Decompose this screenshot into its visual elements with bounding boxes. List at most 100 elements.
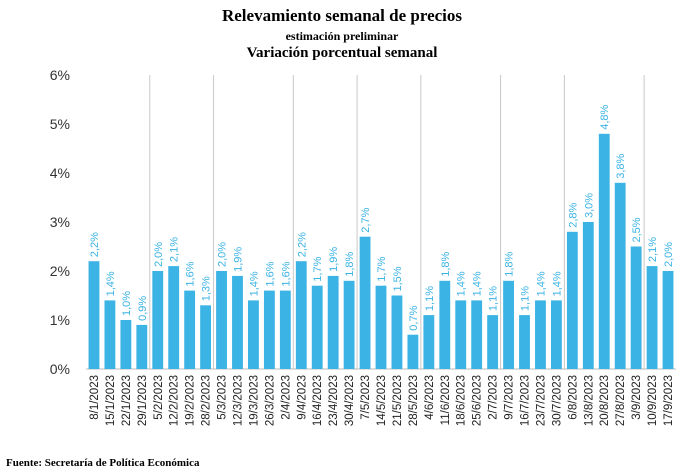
- bar: [104, 300, 116, 369]
- bar: [646, 266, 658, 369]
- x-tick-label: 22/1/2023: [121, 375, 133, 426]
- data-label: 2,1%: [647, 237, 659, 262]
- data-label: 2,7%: [360, 207, 372, 232]
- x-tick-label: 30/4/2023: [344, 375, 356, 426]
- data-label: 1,7%: [312, 256, 324, 281]
- bar: [503, 280, 514, 369]
- bar: [471, 300, 483, 369]
- bar: [614, 182, 626, 369]
- data-label: 1,4%: [551, 271, 563, 296]
- bar: [582, 222, 594, 369]
- bar: [407, 334, 419, 369]
- data-label: 2,0%: [663, 242, 675, 267]
- bar: [566, 231, 578, 369]
- bar: [550, 300, 562, 369]
- data-label: 2,5%: [631, 217, 643, 242]
- bar: [439, 280, 451, 369]
- chart-subtitle-2: Variación porcentual semanal: [246, 45, 438, 61]
- data-label: 2,1%: [169, 237, 181, 262]
- x-tick-label: 9/4/2023: [296, 375, 308, 420]
- x-tick-label: 19/3/2023: [248, 375, 260, 426]
- bar: [423, 315, 435, 369]
- data-label: 1,4%: [472, 271, 484, 296]
- y-tick-label: 6%: [50, 67, 70, 83]
- data-label: 1,7%: [376, 256, 388, 281]
- bar: [184, 290, 196, 369]
- bar: [248, 300, 259, 369]
- x-tick-label: 2/4/2023: [280, 375, 292, 420]
- x-tick-label: 6/8/2023: [567, 375, 579, 420]
- bar: [295, 261, 307, 369]
- bar: [120, 320, 132, 369]
- chart-subtitle: estimación preliminar: [285, 29, 399, 43]
- x-tick-label: 21/5/2023: [392, 375, 404, 426]
- data-label: 1,4%: [105, 271, 117, 296]
- x-tick-label: 2/7/2023: [488, 375, 500, 420]
- x-tick-label: 23/4/2023: [328, 375, 340, 426]
- data-label: 1,1%: [488, 286, 500, 311]
- bar: [327, 275, 339, 369]
- chart-title: Relevamiento semanal de precios: [221, 6, 462, 25]
- y-tick-label: 1%: [50, 312, 70, 328]
- data-label: 1,0%: [121, 291, 133, 316]
- data-label: 1,4%: [535, 271, 547, 296]
- x-tick-label: 4/6/2023: [424, 375, 436, 420]
- data-label: 1,8%: [504, 252, 516, 277]
- data-label: 1,8%: [440, 252, 452, 277]
- y-tick-label: 5%: [50, 116, 70, 132]
- data-label: 2,0%: [217, 242, 229, 267]
- bar: [152, 271, 164, 369]
- data-label: 1,9%: [232, 247, 244, 272]
- data-label: 1,6%: [264, 261, 276, 286]
- data-label: 1,3%: [201, 276, 213, 301]
- x-tick-label: 25/6/2023: [472, 375, 484, 426]
- data-label: 3,8%: [615, 154, 627, 179]
- bar: [136, 324, 148, 369]
- bar: [359, 236, 371, 369]
- y-tick-label: 4%: [50, 165, 70, 181]
- data-label: 3,0%: [583, 193, 595, 218]
- x-tick-label: 5/2/2023: [153, 375, 165, 420]
- x-tick-label: 28/2/2023: [201, 375, 213, 426]
- x-tick-label: 8/1/2023: [89, 375, 101, 420]
- x-tick-label: 19/2/2023: [185, 375, 197, 426]
- data-label: 2,8%: [567, 203, 579, 228]
- bar: [455, 300, 467, 369]
- x-tick-label: 5/3/2023: [217, 375, 229, 420]
- source-note: Fuente: Secretaría de Política Económica: [6, 457, 200, 469]
- x-tick-label: 20/8/2023: [599, 375, 611, 426]
- bar: [232, 275, 243, 369]
- bar: [88, 261, 100, 369]
- bar: [519, 315, 530, 369]
- x-tick-label: 15/1/2023: [105, 375, 117, 426]
- data-label: 1,1%: [520, 286, 532, 311]
- data-label: 1,4%: [248, 271, 260, 296]
- x-tick-label: 27/8/2023: [615, 375, 627, 426]
- data-label: 2,0%: [153, 242, 165, 267]
- data-label: 1,1%: [424, 286, 436, 311]
- x-tick-label: 17/9/2023: [663, 375, 675, 426]
- bar: [311, 285, 323, 369]
- bar: [375, 285, 387, 369]
- bar: [343, 280, 355, 369]
- y-tick-label: 0%: [50, 361, 70, 377]
- x-tick-label: 23/7/2023: [535, 375, 547, 426]
- bar: [662, 271, 674, 369]
- bar: [630, 246, 642, 369]
- bar: [535, 300, 546, 369]
- data-label: 2,2%: [89, 232, 101, 257]
- x-tick-label: 12/3/2023: [232, 375, 244, 426]
- x-tick-label: 10/9/2023: [647, 375, 659, 426]
- x-tick-label: 9/7/2023: [504, 375, 516, 420]
- y-tick-label: 2%: [50, 263, 70, 279]
- data-label: 1,6%: [280, 261, 292, 286]
- x-tick-label: 7/5/2023: [360, 375, 372, 420]
- x-tick-label: 26/3/2023: [264, 375, 276, 426]
- x-tick-label: 29/1/2023: [137, 375, 149, 426]
- data-label: 1,4%: [456, 271, 468, 296]
- data-label: 0,7%: [408, 305, 420, 330]
- x-tick-label: 18/6/2023: [456, 375, 468, 426]
- y-tick-label: 3%: [50, 214, 70, 230]
- data-label: 1,5%: [392, 266, 404, 291]
